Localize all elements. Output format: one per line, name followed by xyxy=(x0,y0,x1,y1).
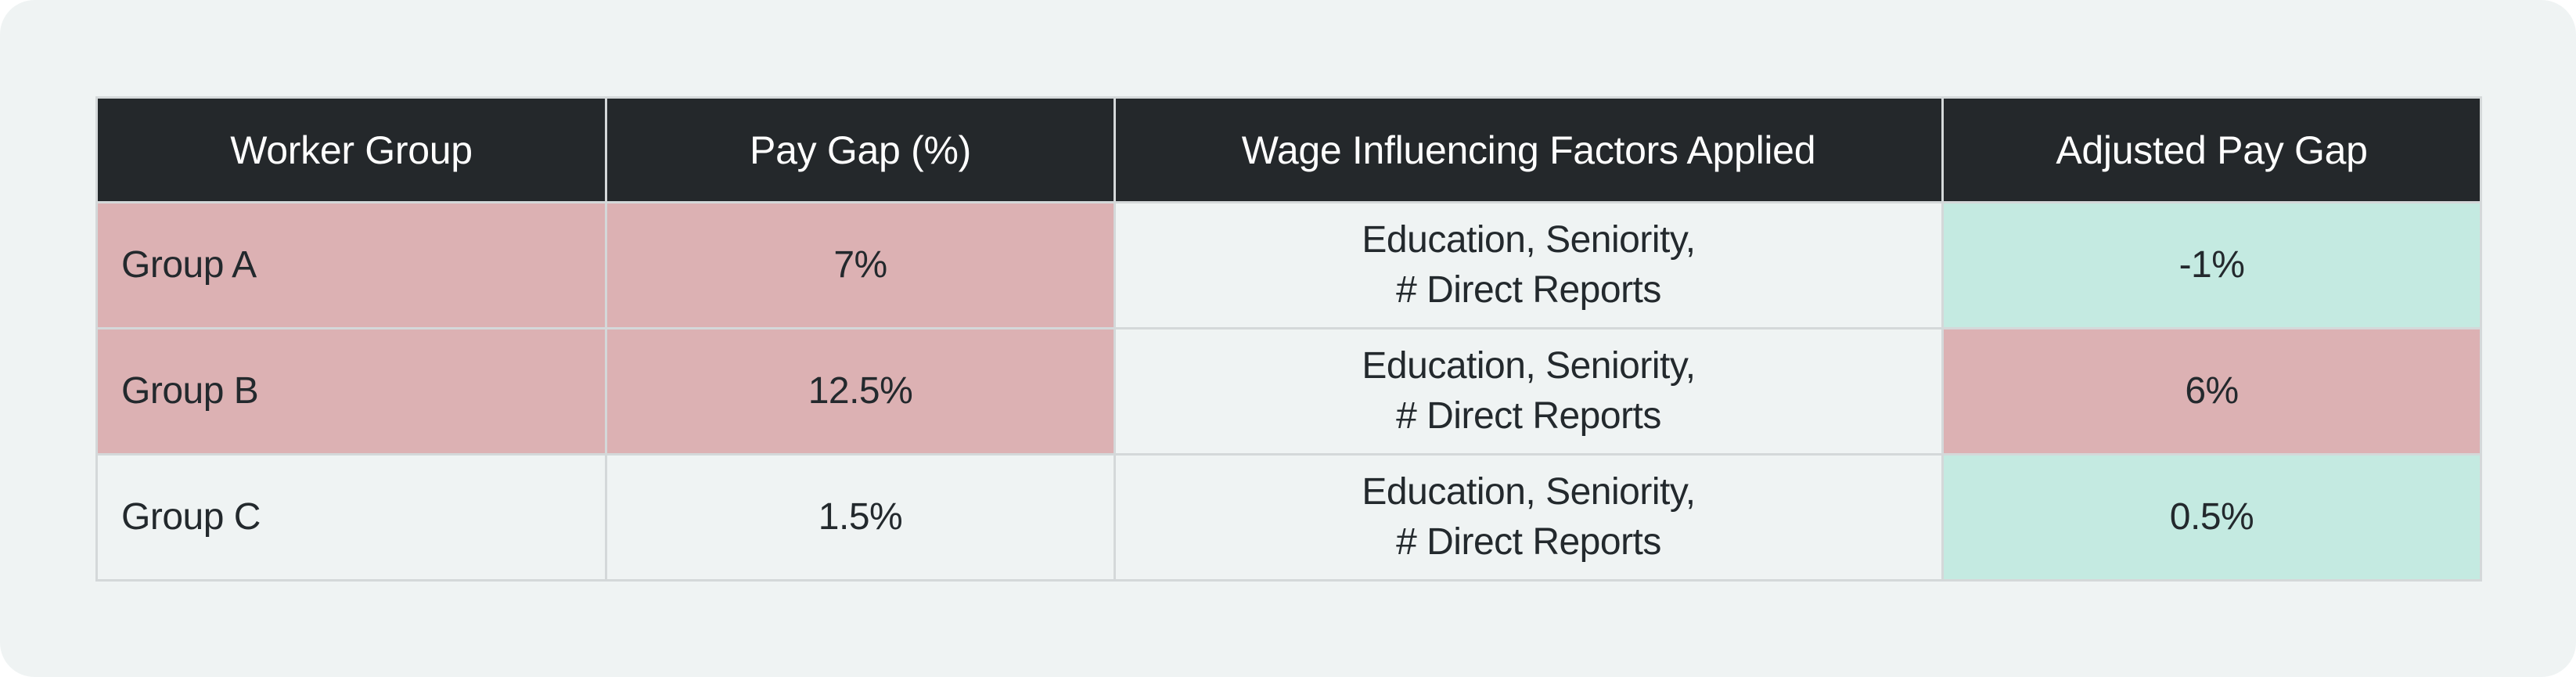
cell-pay-gap: 12.5% xyxy=(605,327,1116,456)
header-adjusted-pay-gap: Adjusted Pay Gap xyxy=(1941,96,2482,203)
factors-line: # Direct Reports xyxy=(1396,269,1661,311)
cell-factors: Education, Seniority, # Direct Reports xyxy=(1114,453,1944,582)
cell-adjusted-pay-gap: 0.5% xyxy=(1941,453,2482,582)
cell-factors: Education, Seniority, # Direct Reports xyxy=(1114,327,1944,456)
table-row: Group B 12.5% Education, Seniority, # Di… xyxy=(95,327,2482,456)
header-pay-gap: Pay Gap (%) xyxy=(605,96,1116,203)
cell-worker-group: Group C xyxy=(95,453,607,582)
header-factors: Wage Influencing Factors Applied xyxy=(1114,96,1944,203)
cell-pay-gap: 1.5% xyxy=(605,453,1116,582)
cell-adjusted-pay-gap: -1% xyxy=(1941,201,2482,329)
factors-line: # Direct Reports xyxy=(1396,395,1661,437)
pay-gap-table: Worker Group Pay Gap (%) Wage Influencin… xyxy=(95,96,2482,582)
factors-line: Education, Seniority, xyxy=(1362,219,1696,261)
table-row: Group C 1.5% Education, Seniority, # Dir… xyxy=(95,453,2482,582)
cell-worker-group: Group B xyxy=(95,327,607,456)
table-row: Group A 7% Education, Seniority, # Direc… xyxy=(95,201,2482,329)
cell-worker-group: Group A xyxy=(95,201,607,329)
header-worker-group: Worker Group xyxy=(95,96,607,203)
cell-factors: Education, Seniority, # Direct Reports xyxy=(1114,201,1944,329)
factors-line: # Direct Reports xyxy=(1396,521,1661,563)
cell-adjusted-pay-gap: 6% xyxy=(1941,327,2482,456)
factors-line: Education, Seniority, xyxy=(1362,471,1696,513)
table-header-row: Worker Group Pay Gap (%) Wage Influencin… xyxy=(95,96,2482,203)
factors-line: Education, Seniority, xyxy=(1362,345,1696,387)
cell-pay-gap: 7% xyxy=(605,201,1116,329)
